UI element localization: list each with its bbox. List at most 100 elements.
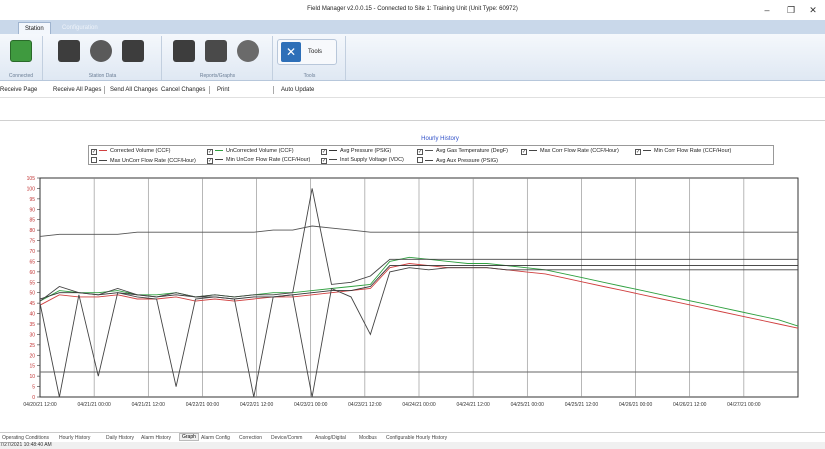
tools-button[interactable]: ✕ Tools [277, 39, 337, 65]
legend-line-swatch [425, 159, 433, 161]
minimize-button[interactable]: – [764, 5, 770, 15]
legend-checkbox[interactable]: ✓ [417, 149, 423, 155]
chart-series [39, 188, 799, 398]
connected-icon[interactable] [10, 40, 32, 62]
x-tick-label: 04/24/21 00:00 [402, 402, 436, 408]
legend-checkbox[interactable]: ✓ [321, 158, 327, 164]
legend-line-swatch [99, 159, 107, 161]
legend-item[interactable]: Avg Aux Pressure (PSIG) [417, 157, 498, 164]
print-button[interactable]: Print [217, 87, 230, 93]
y-tick-label: 0 [32, 395, 35, 401]
y-tick-label: 90 [29, 207, 35, 213]
legend-line-swatch [329, 158, 337, 160]
legend-item[interactable]: ✓ Min UnCorr Flow Rate (CCF/Hour) [207, 157, 310, 164]
legend-checkbox[interactable]: ✓ [521, 149, 527, 155]
tab-alarm-config[interactable]: Alarm Config [201, 435, 230, 441]
y-tick-label: 55 [29, 280, 35, 286]
tab-alarm-history[interactable]: Alarm History [141, 435, 172, 441]
auto-update-button[interactable]: Auto Update [281, 87, 315, 93]
y-tick-label: 75 [29, 239, 35, 245]
close-button[interactable]: ✕ [809, 5, 817, 15]
pie-graph-icon[interactable] [237, 40, 259, 62]
legend-item[interactable]: ✓ Inst Supply Voltage (VDC) [321, 157, 404, 164]
x-tick-label: 04/25/21 12:00 [565, 402, 599, 408]
bar-graph-icon[interactable] [205, 40, 227, 62]
alarm-bell-icon[interactable] [122, 40, 144, 62]
tab-device-comm[interactable]: Device/Comm [271, 435, 303, 441]
y-tick-label: 95 [29, 197, 35, 203]
receive-all-pages-button[interactable]: Receive All Pages [53, 87, 102, 93]
y-tick-label: 100 [27, 186, 36, 192]
tools-wrench-icon: ✕ [281, 42, 301, 62]
group-reports-graphs: Reports/Graphs [163, 36, 273, 80]
receive-page-button[interactable]: Receive Page [0, 87, 38, 93]
command-separator [104, 86, 105, 94]
window-title: Field Manager v2.0.0.15 - Connected to S… [307, 6, 518, 12]
legend-label: Avg Aux Pressure (PSIG) [436, 158, 498, 164]
x-tick-label: 04/24/21 12:00 [456, 402, 490, 408]
x-tick-label: 04/26/21 00:00 [619, 402, 653, 408]
legend-item[interactable]: ✓ Corrected Volume (CCF) [91, 148, 171, 155]
x-tick-label: 04/27/21 00:00 [727, 402, 761, 408]
legend-checkbox[interactable]: ✓ [91, 149, 97, 155]
y-tick-label: 45 [29, 301, 35, 307]
tab-configurable-hourly-history[interactable]: Configurable Hourly History [386, 435, 448, 441]
group-connected: Connected [0, 36, 43, 80]
tab-graph[interactable]: Graph [179, 433, 199, 441]
legend-line-swatch [529, 149, 537, 151]
legend-item[interactable]: ✓ UnCorrected Volume (CCF) [207, 148, 294, 155]
send-all-changes-button[interactable]: Send All Changes [110, 87, 158, 93]
command-separator [209, 86, 210, 94]
y-tick-label: 5 [32, 385, 35, 391]
tab-operating-conditions[interactable]: Operating Conditions [2, 435, 49, 441]
station-data-dial-icon[interactable] [90, 40, 112, 62]
y-tick-label: 60 [29, 270, 35, 276]
x-tick-label: 04/21/21 00:00 [77, 402, 111, 408]
legend-checkbox[interactable]: ✓ [635, 149, 641, 155]
chart-axes: 0 5 10 15 20 25 30 35 40 45 50 55 60 65 70 75 80 85 90 95 10… [23, 176, 760, 408]
legend-checkbox[interactable]: ✓ [321, 149, 327, 155]
report-icon[interactable] [173, 40, 195, 62]
legend-line-swatch [99, 149, 107, 151]
legend-label: Corrected Volume (CCF) [110, 148, 171, 154]
y-tick-label: 10 [29, 374, 35, 380]
legend-label: Avg Pressure (PSIG) [340, 148, 392, 154]
tab-analog-digital[interactable]: Analog/Digital [315, 435, 346, 441]
y-tick-label: 50 [29, 291, 35, 297]
status-timestamp: 7/27/2021 10:48:40 AM [0, 442, 52, 448]
legend-item[interactable]: ✓ Min Corr Flow Rate (CCF/Hour) [635, 148, 731, 155]
tab-station[interactable]: Station [18, 22, 51, 34]
station-data-grid-icon[interactable] [58, 40, 80, 62]
cancel-changes-button[interactable]: Cancel Changes [161, 87, 206, 93]
ribbon-tabs: Station Configuration [0, 20, 825, 34]
tab-modbus[interactable]: Modbus [359, 435, 377, 441]
legend-line-swatch [215, 158, 223, 160]
command-bar: Receive Page Receive All Pages Send All … [0, 82, 825, 98]
legend-checkbox[interactable] [91, 157, 97, 163]
legend-checkbox[interactable]: ✓ [207, 158, 213, 164]
y-tick-label: 70 [29, 249, 35, 255]
legend-label: Inst Supply Voltage (VDC) [340, 157, 404, 163]
legend-line-swatch [329, 149, 337, 151]
legend-item[interactable]: ✓ Avg Gas Temperature (DegF) [417, 148, 508, 155]
legend-item[interactable]: ✓ Avg Pressure (PSIG) [321, 148, 391, 155]
y-tick-label: 15 [29, 364, 35, 370]
x-tick-label: 04/25/21 00:00 [511, 402, 545, 408]
x-tick-label: 04/22/21 00:00 [186, 402, 220, 408]
maximize-button[interactable]: ❐ [786, 5, 796, 15]
x-tick-label: 04/23/21 12:00 [348, 402, 382, 408]
x-tick-label: 04/23/21 00:00 [294, 402, 328, 408]
legend-checkbox[interactable] [417, 157, 423, 163]
legend-item[interactable]: Max UnCorr Flow Rate (CCF/Hour) [91, 157, 196, 164]
command-separator [273, 86, 274, 94]
tab-daily-history[interactable]: Daily History [106, 435, 135, 441]
legend-label: UnCorrected Volume (CCF) [226, 148, 294, 154]
legend-label: Max UnCorr Flow Rate (CCF/Hour) [110, 158, 196, 164]
legend-checkbox[interactable]: ✓ [207, 149, 213, 155]
legend-item[interactable]: ✓ Max Corr Flow Rate (CCF/Hour) [521, 148, 619, 155]
tab-configuration[interactable]: Configuration [62, 25, 98, 31]
y-tick-label: 20 [29, 353, 35, 359]
tab-hourly-history[interactable]: Hourly History [59, 435, 91, 441]
tab-correction[interactable]: Correction [239, 435, 263, 441]
